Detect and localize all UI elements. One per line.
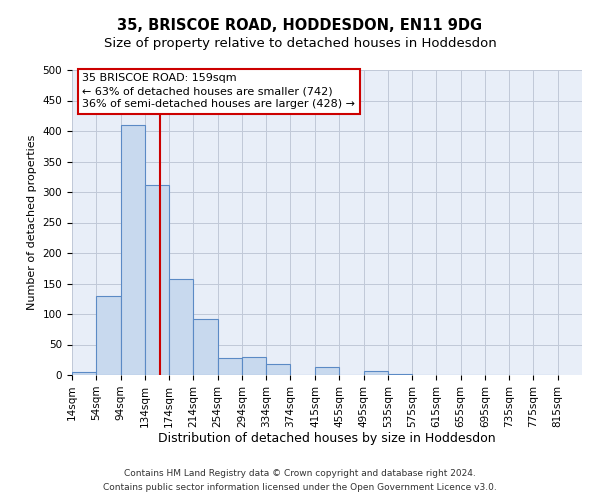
Bar: [364, 372, 388, 375]
Text: 35 BRISCOE ROAD: 159sqm
← 63% of detached houses are smaller (742)
36% of semi-d: 35 BRISCOE ROAD: 159sqm ← 63% of detache…: [82, 73, 355, 110]
Bar: [218, 358, 242, 375]
Bar: [266, 364, 290, 375]
Bar: [145, 184, 169, 375]
Bar: [242, 356, 266, 375]
Bar: [72, 372, 96, 375]
Text: 35, BRISCOE ROAD, HODDESDON, EN11 9DG: 35, BRISCOE ROAD, HODDESDON, EN11 9DG: [118, 18, 482, 32]
Y-axis label: Number of detached properties: Number of detached properties: [27, 135, 37, 310]
Bar: [193, 319, 218, 375]
Text: Contains public sector information licensed under the Open Government Licence v3: Contains public sector information licen…: [103, 484, 497, 492]
Bar: [315, 367, 340, 375]
Text: Contains HM Land Registry data © Crown copyright and database right 2024.: Contains HM Land Registry data © Crown c…: [124, 468, 476, 477]
Bar: [388, 374, 412, 375]
Bar: [169, 279, 193, 375]
Bar: [121, 125, 145, 375]
Bar: [96, 296, 121, 375]
Text: Size of property relative to detached houses in Hoddesdon: Size of property relative to detached ho…: [104, 38, 496, 51]
X-axis label: Distribution of detached houses by size in Hoddesdon: Distribution of detached houses by size …: [158, 432, 496, 446]
